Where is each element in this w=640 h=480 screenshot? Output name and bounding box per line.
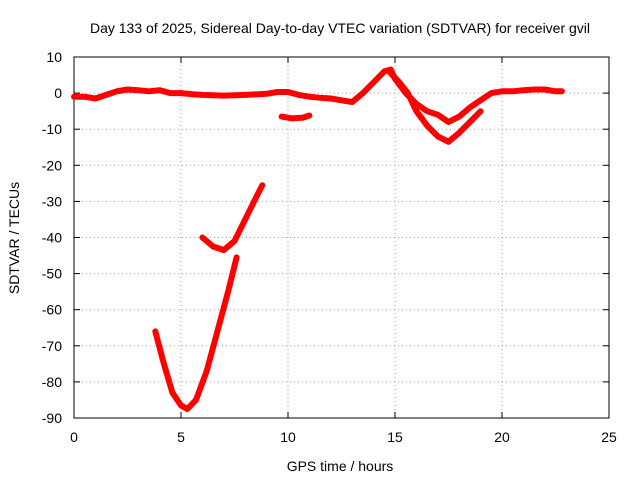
y-tick-label: -40 <box>42 230 62 246</box>
y-tick-label: -90 <box>42 410 62 426</box>
axis-ticks: 0 5 10 15 20 25 10 0 -10 -20 -30 -40 -50 -60 -70 -80 -90 <box>42 49 617 445</box>
y-tick-label: -50 <box>42 266 62 282</box>
series-line-1 <box>71 66 565 125</box>
x-tick-label: 5 <box>177 429 185 445</box>
x-tick-label: 0 <box>70 429 78 445</box>
series-line-2 <box>387 70 484 145</box>
x-tick-label: 25 <box>601 429 617 445</box>
x-tick-label: 15 <box>387 429 403 445</box>
y-tick-label: -30 <box>42 193 62 209</box>
y-tick-label: -70 <box>42 338 62 354</box>
y-tick-label: 10 <box>46 49 62 65</box>
y-tick-label: 0 <box>54 85 62 101</box>
grid <box>74 57 609 418</box>
series-line-4 <box>199 182 266 254</box>
series-layer <box>71 66 565 412</box>
series-line-5 <box>152 254 240 412</box>
chart-title: Day 133 of 2025, Sidereal Day-to-day VTE… <box>90 20 590 36</box>
x-tick-label: 20 <box>494 429 510 445</box>
x-tick-label: 10 <box>280 429 296 445</box>
y-tick-label: -20 <box>42 157 62 173</box>
y-tick-label: -60 <box>42 302 62 318</box>
y-axis-label: SDTVAR / TECUs <box>6 182 22 294</box>
x-axis-label: GPS time / hours <box>287 458 394 474</box>
y-tick-label: -80 <box>42 374 62 390</box>
series-line-3 <box>278 112 313 122</box>
y-tick-label: -10 <box>42 121 62 137</box>
